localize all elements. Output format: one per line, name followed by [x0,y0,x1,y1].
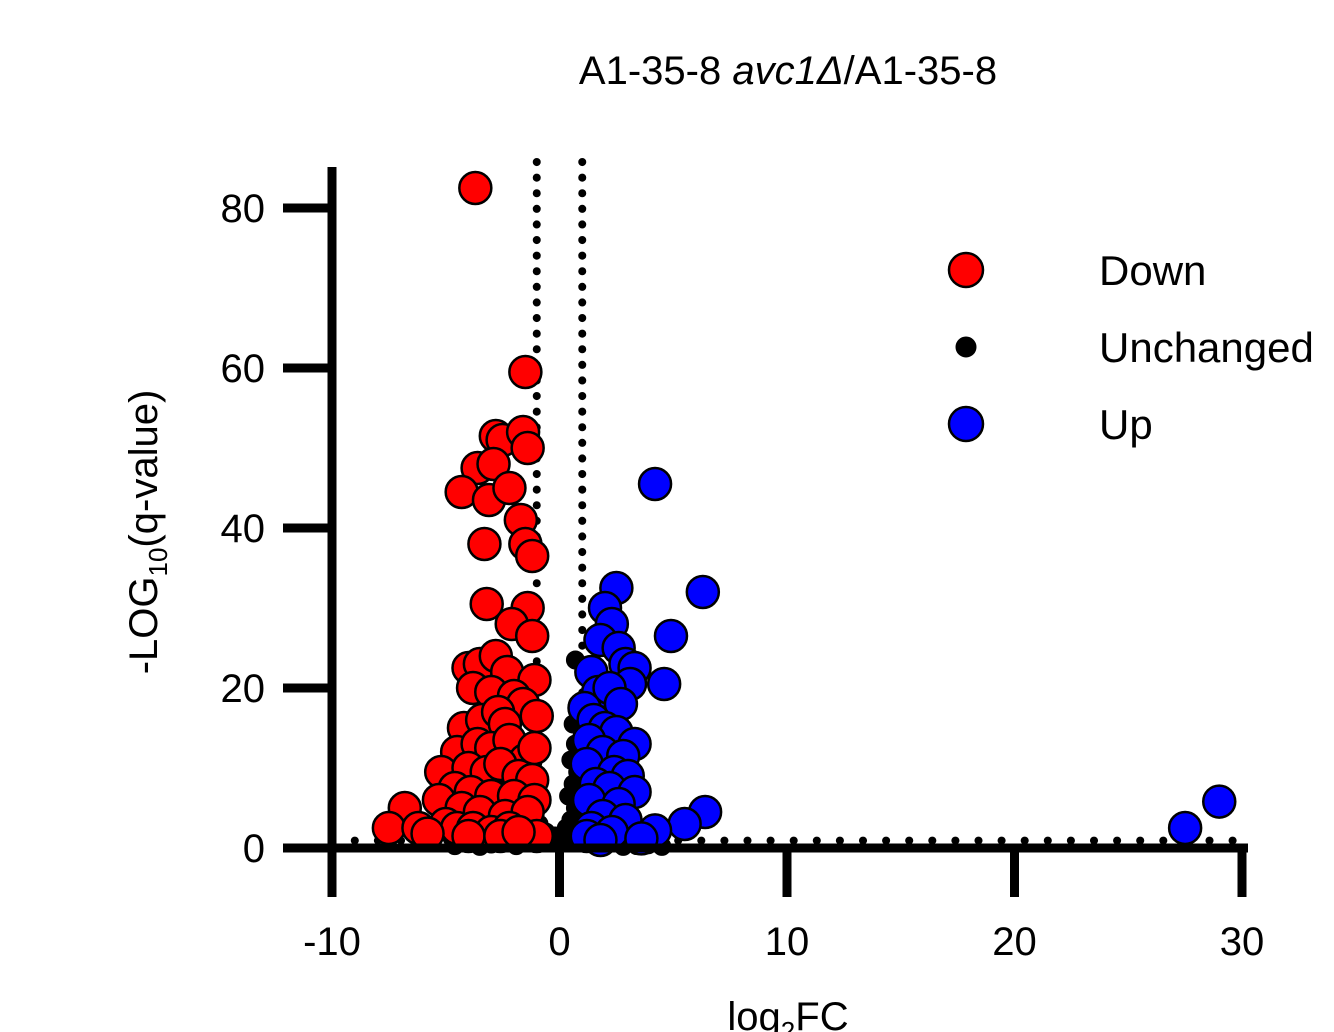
series-down [371,170,554,854]
y-axis-title-post: (q-value) [122,390,166,548]
title-mutant: avc1Δ [732,49,843,93]
point-up [646,666,682,702]
point-up [685,574,721,610]
x-ticks: -10 0 10 20 30 [303,848,1264,964]
y-tick-label: 20 [221,667,266,711]
point-down [371,810,407,846]
point-down [514,538,550,574]
x-tick-label: -10 [303,920,361,964]
series-up [567,466,1237,858]
title-strain: A1-35-8 [579,49,721,93]
title-reference: /A1-35-8 [844,49,997,93]
point-down [514,618,550,654]
chart-title: A1-35-8 avc1Δ/A1-35-8 [579,49,997,93]
y-axis-title: -LOG10(q-value) [122,390,173,675]
legend-marker-up [947,405,985,443]
legend-label-down: Down [1099,247,1206,294]
point-up [637,466,673,502]
point-down [476,446,511,482]
y-axis-title-sub: 10 [143,548,173,577]
point-down [508,354,543,390]
x-tick-label: 20 [992,920,1037,964]
x-axis-title: log2FC [727,995,848,1032]
y-tick-label: 40 [221,507,266,551]
point-down [469,586,504,622]
y-tick-label: 0 [243,827,265,871]
point-down [510,430,545,466]
legend-marker-down [947,251,985,289]
y-axis-title-pre: -LOG [122,576,166,674]
x-tick-label: 30 [1220,920,1265,964]
data-points [371,170,1237,858]
point-down [501,814,536,850]
legend-label-unchanged: Unchanged [1099,324,1314,371]
point-down [458,170,493,206]
x-axis-title-tail: FC [795,995,848,1032]
x-tick-label: 10 [765,920,810,964]
point-down [492,470,527,506]
legend-marker-unchanged [955,336,977,358]
point-up [653,618,689,654]
y-tick-label: 60 [221,347,266,391]
point-up [1167,810,1203,846]
point-down [467,526,502,562]
legend: Down Unchanged Up [947,247,1314,448]
x-axis-title-base: log [727,995,780,1032]
legend-label-up: Up [1099,401,1153,448]
point-up [1202,784,1237,819]
y-tick-label: 80 [221,187,266,231]
threshold-lines [350,158,1242,849]
point-down [517,730,552,766]
point-down [519,698,554,734]
y-ticks: 0 20 40 60 80 [221,187,332,871]
x-axis-title-sub: 2 [781,1016,795,1032]
point-up [667,806,702,842]
x-tick-label: 0 [548,920,570,964]
